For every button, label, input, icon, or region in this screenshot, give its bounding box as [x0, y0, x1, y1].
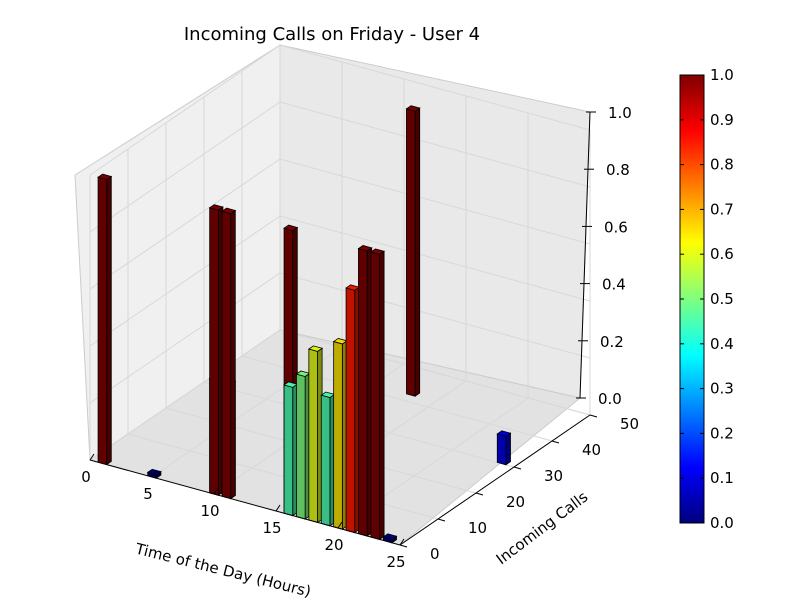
- x-tick-mark: [275, 504, 281, 512]
- colorbar-tick-label: 0.1: [710, 469, 734, 487]
- bar-top: [496, 430, 512, 437]
- bar: [307, 345, 324, 524]
- x-tick-mark: [337, 521, 343, 529]
- colorbar-tick-label: 0.9: [710, 111, 734, 129]
- x-axis-line: [89, 459, 401, 546]
- y-tick-mark: [475, 492, 484, 496]
- bars-layer: [97, 105, 512, 544]
- y-tick-label: 30: [544, 467, 563, 485]
- bar: [357, 245, 373, 537]
- bar-side: [414, 107, 421, 397]
- x-tick-label: 15: [262, 519, 281, 537]
- x-axis-label: Time of the Day (Hours): [133, 539, 313, 600]
- z-tick-label: 0.8: [606, 161, 630, 179]
- bar-top: [369, 248, 386, 255]
- bar: [332, 338, 348, 530]
- chart-title: Incoming Calls on Friday - User 4: [184, 24, 480, 45]
- bar: [146, 468, 162, 479]
- x-tick-mark: [89, 453, 95, 461]
- colorbar-tick-label: 0.6: [710, 245, 734, 263]
- bar-top: [382, 533, 398, 540]
- bar: [369, 248, 386, 541]
- bar-side: [106, 175, 112, 466]
- grid-line-y: [203, 97, 515, 468]
- bar-side: [505, 432, 511, 466]
- x-tick-label: 20: [324, 536, 343, 554]
- colorbar-tick-label: 0.3: [710, 380, 734, 398]
- colorbar-tick-label: 1.0: [710, 66, 734, 84]
- colorbar-tick-label: 0.0: [710, 514, 734, 532]
- bar-front: [406, 108, 416, 397]
- bar-front: [370, 251, 380, 540]
- y-tick-label: 0: [430, 545, 440, 563]
- z-tick-label: 0.6: [604, 218, 628, 236]
- bar-front: [308, 348, 318, 523]
- bar-front: [496, 433, 507, 466]
- z-tick-label: 0.4: [602, 276, 626, 294]
- y-tick-label: 20: [506, 493, 525, 511]
- bar-top: [221, 207, 237, 215]
- y-tick-mark: [399, 544, 408, 548]
- bar: [283, 381, 299, 517]
- y-tick-label: 50: [620, 415, 639, 433]
- axes-layer: 0 5 10 15 20 25 0 10 20 30 40 50 0.0 0.2 0.4 0.6 0.8 1.0: [81, 104, 639, 571]
- bar: [345, 284, 361, 534]
- bar-front: [333, 341, 343, 530]
- colorbar: 0.0 0.1 0.2 0.3 0.4 0.5 0.6 0.7 0.8 0.9 1.0: [679, 66, 734, 532]
- colorbar-tick-label: 0.7: [710, 200, 734, 218]
- bar-top: [208, 204, 224, 211]
- bar-front: [97, 176, 108, 466]
- bar-front: [296, 373, 306, 520]
- y-tick-label: 40: [582, 441, 601, 459]
- bar-top: [357, 245, 373, 252]
- colorbar-tick-label: 0.2: [710, 424, 734, 442]
- y-tick-mark: [437, 518, 446, 522]
- bar-front: [209, 207, 219, 496]
- bar: [221, 207, 237, 500]
- bar-top: [307, 345, 324, 352]
- bar: [97, 173, 113, 466]
- bar-top: [405, 105, 421, 112]
- z-tick-label: 1.0: [608, 104, 632, 122]
- colorbar-tick-label: 0.8: [710, 156, 734, 174]
- bar: [295, 370, 311, 520]
- x-tick-mark: [213, 487, 219, 495]
- z-tick-label: 0.2: [600, 333, 624, 351]
- bar: [405, 105, 421, 397]
- bar: [496, 430, 512, 466]
- bar: [208, 204, 224, 496]
- bar-side: [379, 250, 385, 541]
- bar-front: [358, 248, 368, 537]
- z-axis-line: [579, 111, 591, 399]
- x-tick-label: 0: [81, 468, 91, 486]
- x-tick-label: 25: [386, 553, 405, 571]
- bar-front: [345, 287, 356, 534]
- x-tick-label: 10: [200, 502, 219, 520]
- bar: [320, 391, 336, 527]
- bar-side: [230, 209, 236, 500]
- y-axis-line: [399, 414, 591, 546]
- bar-top: [283, 224, 299, 232]
- colorbar-tick-label: 0.5: [710, 290, 734, 308]
- bar-front: [221, 210, 232, 500]
- bar-front: [283, 384, 294, 517]
- z-tick-label: 0.0: [598, 390, 622, 408]
- bar-top: [97, 173, 113, 181]
- grid-line-y: [241, 71, 553, 442]
- colorbar-tick-label: 0.4: [710, 335, 734, 353]
- grid-line-y: [279, 45, 591, 416]
- y-tick-mark: [589, 414, 598, 418]
- x-tick-mark: [151, 470, 157, 478]
- y-tick-mark: [513, 466, 522, 470]
- bar-front: [320, 394, 331, 527]
- x-tick-label: 5: [143, 485, 153, 503]
- y-tick-label: 10: [468, 519, 487, 537]
- y-tick-mark: [551, 440, 560, 444]
